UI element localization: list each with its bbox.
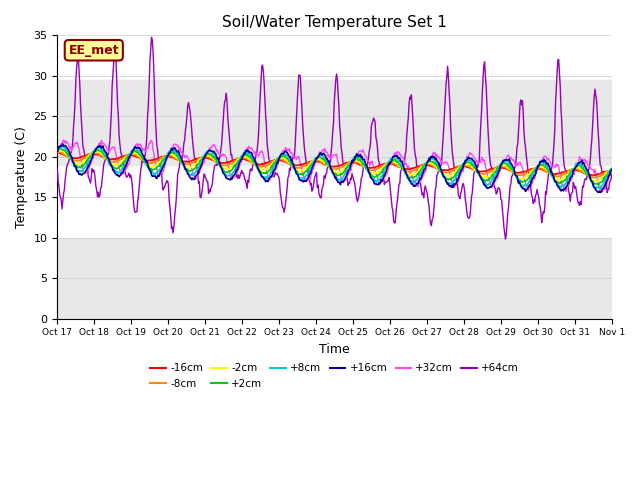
Bar: [58, 238, 612, 319]
+2cm: [608, 166, 616, 171]
+2cm: [593, 181, 601, 187]
+64cm: [419, 190, 427, 196]
+16cm: [594, 190, 602, 195]
+32cm: [608, 168, 616, 173]
+64cm: [207, 185, 214, 191]
-2cm: [54, 147, 62, 153]
Line: +32cm: +32cm: [58, 140, 612, 192]
Text: EE_met: EE_met: [68, 44, 119, 57]
-2cm: [178, 159, 186, 165]
+8cm: [65, 150, 72, 156]
+64cm: [148, 35, 156, 40]
-16cm: [54, 150, 61, 156]
+32cm: [403, 162, 411, 168]
Line: +64cm: +64cm: [58, 37, 612, 239]
+16cm: [122, 164, 129, 169]
+8cm: [122, 162, 129, 168]
+16cm: [54, 149, 61, 155]
-2cm: [54, 147, 61, 153]
+64cm: [54, 167, 61, 173]
Line: +16cm: +16cm: [58, 144, 612, 192]
-16cm: [419, 162, 426, 168]
-16cm: [177, 158, 184, 164]
+16cm: [207, 148, 214, 154]
+2cm: [65, 153, 72, 158]
-2cm: [419, 164, 427, 169]
-2cm: [65, 153, 72, 159]
+8cm: [59, 143, 67, 148]
+2cm: [178, 159, 186, 165]
+16cm: [178, 156, 186, 162]
-2cm: [593, 179, 600, 184]
+8cm: [54, 148, 61, 154]
-8cm: [54, 149, 61, 155]
Y-axis label: Temperature (C): Temperature (C): [15, 126, 28, 228]
Line: +8cm: +8cm: [58, 145, 612, 189]
Bar: [58, 80, 612, 165]
+16cm: [403, 172, 411, 178]
+16cm: [59, 141, 67, 147]
X-axis label: Time: Time: [319, 343, 350, 356]
-8cm: [63, 154, 71, 160]
+64cm: [63, 161, 71, 167]
+32cm: [65, 141, 72, 146]
-8cm: [608, 167, 616, 173]
+16cm: [65, 147, 72, 153]
-8cm: [589, 175, 596, 180]
+16cm: [608, 167, 616, 172]
+2cm: [122, 157, 129, 163]
+64cm: [502, 236, 509, 242]
Line: -2cm: -2cm: [58, 150, 612, 181]
+32cm: [178, 149, 186, 155]
+2cm: [403, 172, 411, 178]
-16cm: [402, 167, 410, 172]
-8cm: [206, 156, 214, 161]
-8cm: [419, 162, 426, 168]
-2cm: [207, 154, 214, 160]
+8cm: [178, 158, 186, 164]
-8cm: [402, 168, 410, 174]
+64cm: [403, 132, 411, 138]
+8cm: [419, 167, 427, 172]
-2cm: [122, 155, 129, 161]
+32cm: [60, 137, 67, 143]
+64cm: [608, 170, 616, 176]
+16cm: [419, 170, 427, 176]
-2cm: [403, 170, 411, 176]
-16cm: [206, 156, 214, 162]
+32cm: [419, 173, 427, 179]
+32cm: [54, 150, 61, 156]
+32cm: [562, 189, 570, 194]
-16cm: [121, 153, 129, 159]
-16cm: [63, 154, 71, 160]
+64cm: [121, 166, 129, 171]
-8cm: [177, 158, 184, 164]
-2cm: [608, 166, 616, 172]
-16cm: [608, 168, 616, 174]
+2cm: [57, 145, 65, 151]
Line: -16cm: -16cm: [58, 153, 612, 175]
Legend: -16cm, -8cm, -2cm, +2cm, +8cm, +16cm, +32cm, +64cm: -16cm, -8cm, -2cm, +2cm, +8cm, +16cm, +3…: [146, 360, 524, 393]
+8cm: [608, 165, 616, 171]
-16cm: [588, 172, 595, 178]
+32cm: [207, 145, 214, 151]
Line: +2cm: +2cm: [58, 148, 612, 184]
+2cm: [54, 148, 61, 154]
Line: -8cm: -8cm: [58, 152, 612, 178]
Title: Soil/Water Temperature Set 1: Soil/Water Temperature Set 1: [222, 15, 447, 30]
+2cm: [207, 151, 214, 157]
+32cm: [122, 167, 129, 173]
+8cm: [403, 172, 411, 178]
+64cm: [178, 157, 186, 163]
+8cm: [207, 149, 214, 155]
+8cm: [596, 186, 604, 192]
+2cm: [419, 163, 427, 169]
-8cm: [121, 154, 129, 160]
